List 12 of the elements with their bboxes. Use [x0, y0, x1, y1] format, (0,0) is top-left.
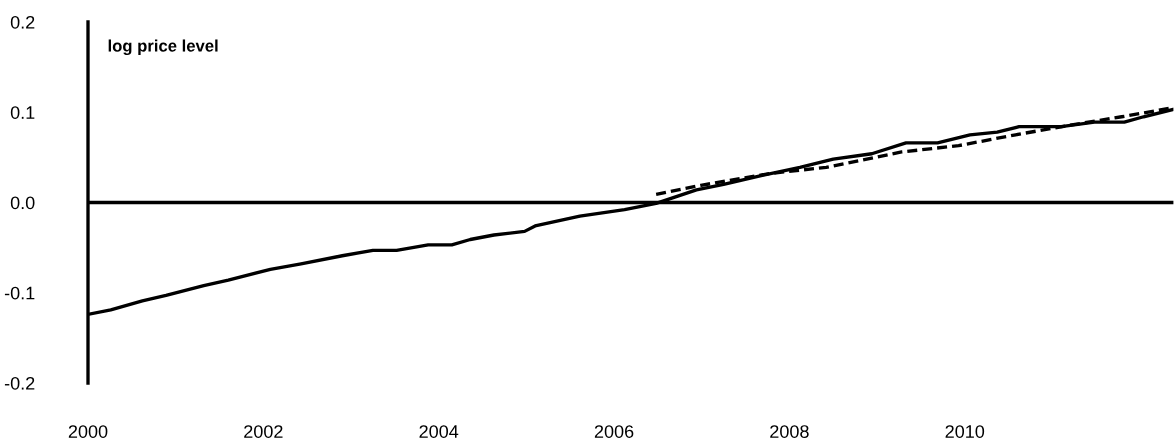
y-tick-label: 0.2: [10, 15, 35, 29]
y-tick-label: 0.1: [10, 106, 35, 119]
x-tick-label: 2010: [945, 425, 985, 438]
x-tick-label: 2008: [770, 425, 809, 438]
y-tick-label: -0.1: [4, 286, 35, 300]
x-tick-label: 2000: [68, 425, 108, 438]
y-tick-label: -0.2: [4, 376, 35, 390]
x-tick-label: 2002: [244, 425, 283, 438]
y-axis-title: log price level: [108, 39, 218, 56]
x-tick-label: 2004: [419, 425, 459, 438]
x-tick-label: 2006: [594, 425, 634, 438]
y-tick-label: 0.0: [10, 196, 35, 210]
